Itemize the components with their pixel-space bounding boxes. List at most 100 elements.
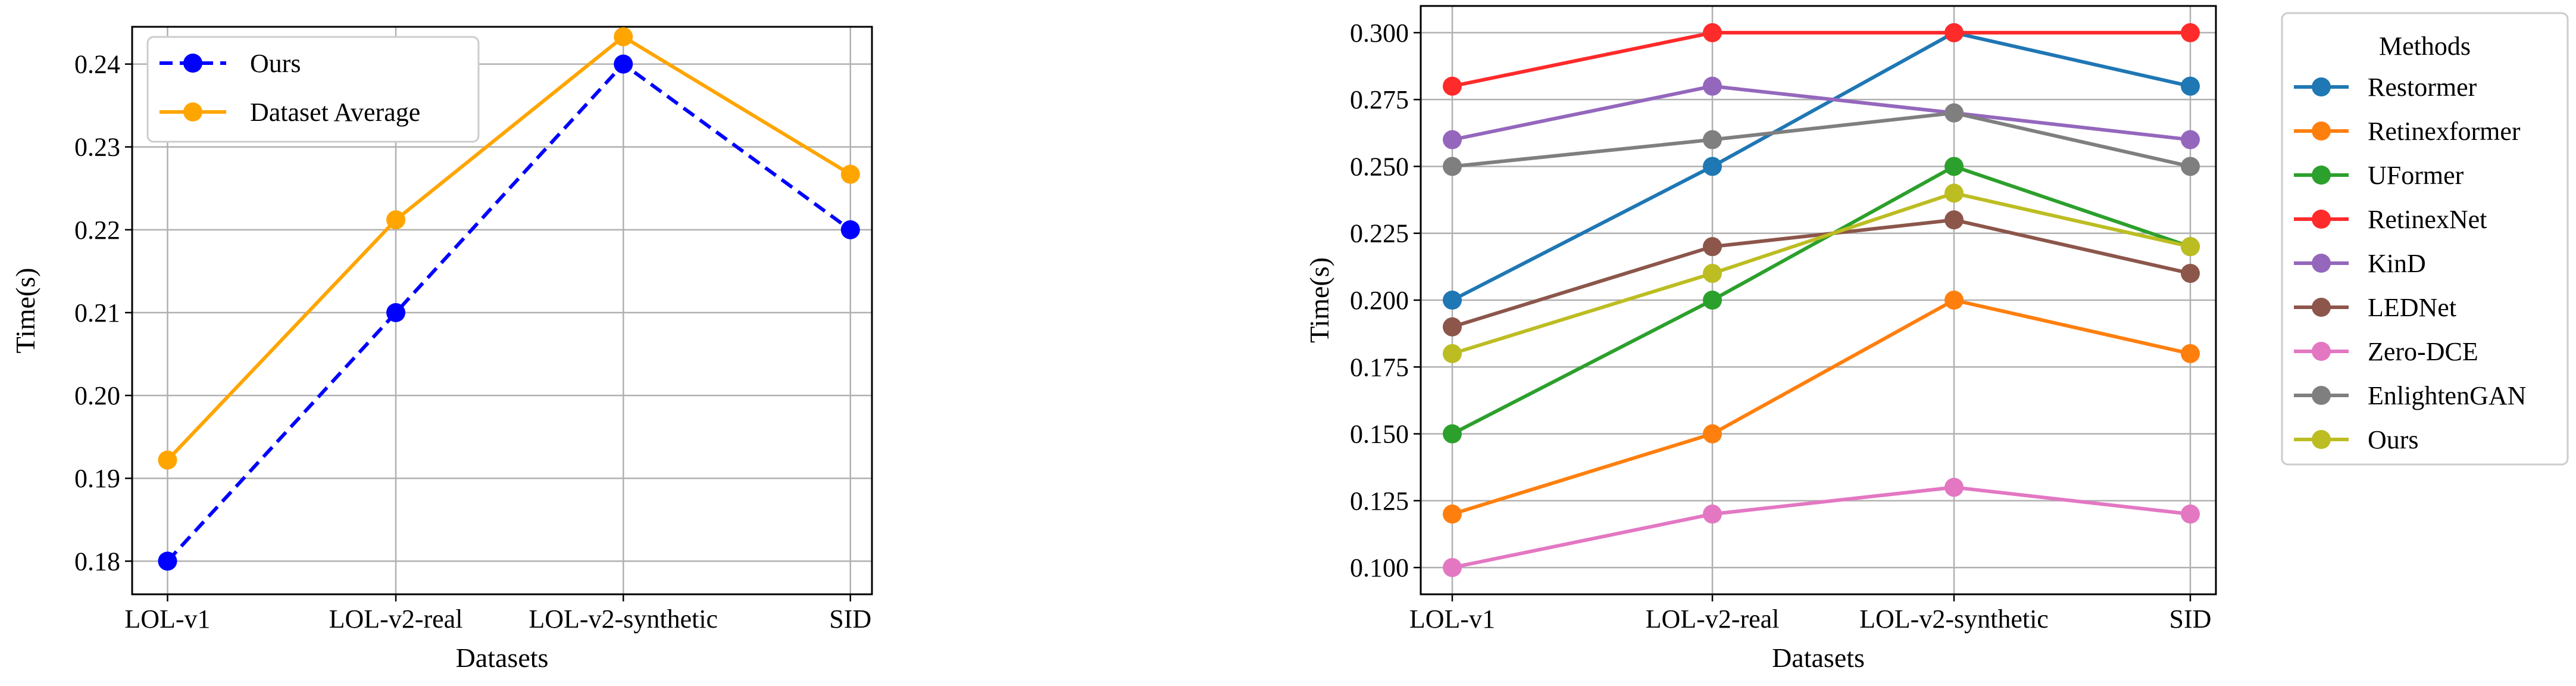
x-axis-label: Datasets [456,643,549,673]
y-axis-label: Time(s) [10,268,40,354]
data-point [2181,23,2200,42]
legend-label: EnlightenGAN [2368,381,2526,410]
plot-frame [1420,5,2217,595]
data-point [1944,103,1964,123]
y-axis-label: Time(s) [1304,257,1334,343]
data-point [158,450,177,470]
data-point [386,303,406,322]
chart-left: LOL-v1 LOL-v2-real LOL-v2-synthetic SID 0.18… [10,26,873,673]
y-tick-label: 0.300 [1350,18,1409,48]
y-tick-label: 0.200 [1350,286,1409,315]
series-line [1452,191,2191,356]
legend-label: Ours [250,49,301,78]
y-tick-label: 0.175 [1350,353,1409,382]
series-line [166,35,852,462]
series-line [1452,298,2191,516]
y-tick-label: 0.22 [74,216,120,245]
y-tick-label: 0.225 [1350,219,1409,248]
y-tick-label: 0.125 [1350,487,1409,516]
data-point [1703,504,1722,524]
x-tick-label: SID [829,604,871,634]
series-line [1452,30,2190,88]
data-point [840,220,860,239]
x-tick-label: LOL-v1 [124,604,210,634]
data-point [1703,237,1722,257]
legend-label: Retinexformer [2368,117,2521,146]
legend-marker [2312,166,2331,185]
x-tick-label: LOL-v2-real [1646,604,1780,634]
x-axis-label: Datasets [1772,643,1865,673]
data-point [614,54,633,74]
legend-marker [2312,210,2331,229]
data-point [1944,478,1964,497]
data-point [1703,76,1722,96]
y-tick-label: 0.24 [74,50,120,79]
legend-title: Methods [2379,32,2471,61]
data-point [1944,210,1964,230]
legend-label: UFormer [2368,161,2464,190]
y-tick-label: 0.21 [74,298,120,328]
legend-label: Ours [2368,425,2419,454]
data-point [1443,344,1462,363]
data-point [386,210,406,230]
data-point [1443,424,1462,444]
data-point [1944,157,1964,176]
data-point [158,551,177,571]
data-point [1703,291,1722,310]
data-point [614,27,633,46]
y-tick-label: 0.100 [1350,553,1409,582]
data-point [1944,183,1964,203]
y-tick-label: 0.20 [74,381,120,410]
legend-marker [2312,342,2331,361]
legend-marker [2312,77,2331,96]
series-line [1452,84,2191,142]
data-point [840,164,860,184]
data-point [2181,264,2200,283]
data-point [1703,157,1722,176]
legend-label: KinD [2368,249,2426,278]
data-point [1443,157,1462,176]
series-line [166,62,852,563]
data-point [2181,504,2200,524]
data-point [1703,264,1722,283]
data-point [1443,504,1462,524]
data-point [1703,23,1722,42]
y-tick-label: 0.250 [1350,152,1409,181]
data-point [1443,558,1462,578]
y-tick-label: 0.18 [74,547,120,576]
legend-marker [2312,430,2331,449]
legend-label: Restormer [2368,73,2477,102]
series-line [1452,485,2191,570]
plot-frame [131,26,873,595]
data-point [2181,76,2200,96]
data-point [1944,23,1964,42]
y-tick-label: 0.19 [74,464,120,493]
legend-label: Dataset Average [250,98,420,127]
legend-marker [2312,254,2331,273]
legend-label: LEDNet [2368,293,2456,322]
x-tick-label: LOL-v2-synthetic [1859,604,2049,634]
x-tick-label: LOL-v2-synthetic [529,604,718,634]
x-tick-label: LOL-v2-real [329,604,463,634]
legend-label: Zero-DCE [2368,337,2478,366]
data-point [2181,130,2200,149]
y-tick-label: 0.150 [1350,420,1409,449]
legend-marker [183,102,202,121]
chart-right: LOL-v1 LOL-v2-real LOL-v2-synthetic SID 0.10… [1304,5,2569,673]
legend-marker [2312,298,2331,317]
legend-marker [2312,386,2331,405]
x-tick-label: LOL-v1 [1409,604,1495,634]
data-point [1443,291,1462,310]
y-tick-label: 0.275 [1350,85,1409,114]
data-point [2181,157,2200,176]
data-point [1443,317,1462,336]
legend-box [146,36,480,143]
x-tick-label: SID [2169,604,2212,634]
data-point [1443,76,1462,96]
data-point [1703,130,1722,149]
series-line [1452,111,2191,169]
legend-marker [2312,121,2331,141]
data-point [2181,344,2200,363]
data-point [1703,424,1722,444]
